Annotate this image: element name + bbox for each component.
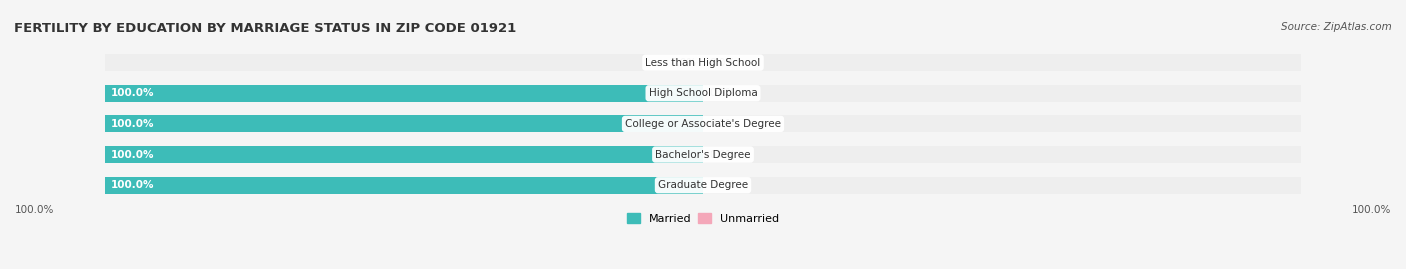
Text: 100.0%: 100.0% — [15, 205, 55, 215]
Bar — [104, 177, 703, 194]
Bar — [104, 115, 703, 132]
Bar — [104, 177, 703, 194]
Bar — [104, 54, 703, 71]
Bar — [104, 146, 703, 163]
Bar — [703, 54, 1302, 71]
Text: 0.0%: 0.0% — [671, 58, 697, 68]
Text: 0.0%: 0.0% — [709, 150, 735, 160]
Bar — [703, 115, 1302, 132]
Text: Source: ZipAtlas.com: Source: ZipAtlas.com — [1281, 22, 1392, 31]
Bar — [104, 85, 703, 102]
Text: High School Diploma: High School Diploma — [648, 88, 758, 98]
Text: FERTILITY BY EDUCATION BY MARRIAGE STATUS IN ZIP CODE 01921: FERTILITY BY EDUCATION BY MARRIAGE STATU… — [14, 22, 516, 34]
Text: 100.0%: 100.0% — [1351, 205, 1391, 215]
Bar — [104, 146, 703, 163]
Text: 0.0%: 0.0% — [709, 180, 735, 190]
Text: 0.0%: 0.0% — [709, 58, 735, 68]
Text: Graduate Degree: Graduate Degree — [658, 180, 748, 190]
Bar — [104, 115, 703, 132]
Text: 0.0%: 0.0% — [709, 88, 735, 98]
Text: 100.0%: 100.0% — [111, 150, 155, 160]
Text: 0.0%: 0.0% — [709, 119, 735, 129]
Text: College or Associate's Degree: College or Associate's Degree — [626, 119, 780, 129]
Text: Bachelor's Degree: Bachelor's Degree — [655, 150, 751, 160]
Legend: Married, Unmarried: Married, Unmarried — [621, 209, 785, 229]
Text: 100.0%: 100.0% — [111, 119, 155, 129]
Text: Less than High School: Less than High School — [645, 58, 761, 68]
Bar — [703, 177, 1302, 194]
Bar — [104, 85, 703, 102]
Bar — [703, 85, 1302, 102]
Bar — [703, 146, 1302, 163]
Text: 100.0%: 100.0% — [111, 88, 155, 98]
Text: 100.0%: 100.0% — [111, 180, 155, 190]
